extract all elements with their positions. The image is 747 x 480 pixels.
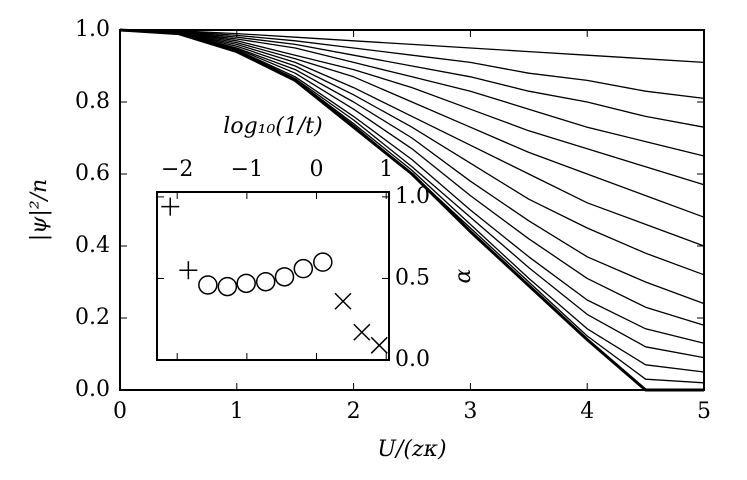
point [274, 267, 295, 287]
point [334, 292, 352, 310]
point [370, 336, 388, 354]
x-axis-label: log₁₀(1/t) [223, 114, 322, 139]
x-tick-label: 0 [113, 399, 127, 424]
y-axis-label: α [451, 268, 476, 283]
y-tick-label: 0.6 [75, 161, 110, 186]
line [119, 29, 705, 100]
y-axis-label: |ψ|²/n [27, 179, 52, 241]
line [119, 29, 705, 128]
point [255, 271, 276, 292]
point [198, 275, 218, 295]
x-tick-label: 2 [347, 399, 361, 424]
y-tick-label: 0.4 [75, 233, 110, 258]
line [119, 29, 705, 186]
x-tick-label: 5 [697, 399, 711, 424]
x-tick-label: 1 [379, 157, 393, 182]
x-axis-label: U/(zκ) [377, 437, 446, 462]
y-tick-label: 0.5 [395, 265, 430, 290]
line [119, 29, 705, 326]
point [293, 258, 314, 279]
point [179, 261, 198, 280]
x-tick-label: 1 [230, 399, 244, 424]
x-tick-label: −1 [231, 157, 263, 182]
line [119, 29, 705, 64]
y-tick-label: 0.0 [395, 347, 430, 372]
line [119, 29, 705, 157]
point [161, 197, 180, 216]
x-tick-label: −2 [161, 157, 193, 182]
x-tick-label: 4 [580, 399, 594, 424]
x-tick-label: 0 [310, 157, 324, 182]
x-tick-label: 3 [463, 399, 477, 424]
point [313, 252, 333, 272]
y-tick-label: 0.2 [75, 305, 110, 330]
y-tick-label: 0.0 [75, 377, 110, 402]
line [119, 29, 705, 276]
line [119, 28, 704, 392]
y-tick-label: 0.8 [75, 89, 110, 114]
line [119, 29, 705, 247]
line [119, 29, 705, 218]
y-tick-label: 1.0 [395, 184, 430, 209]
point [353, 323, 371, 341]
point [217, 276, 238, 297]
point [236, 273, 256, 294]
y-tick-label: 1.0 [75, 17, 110, 42]
